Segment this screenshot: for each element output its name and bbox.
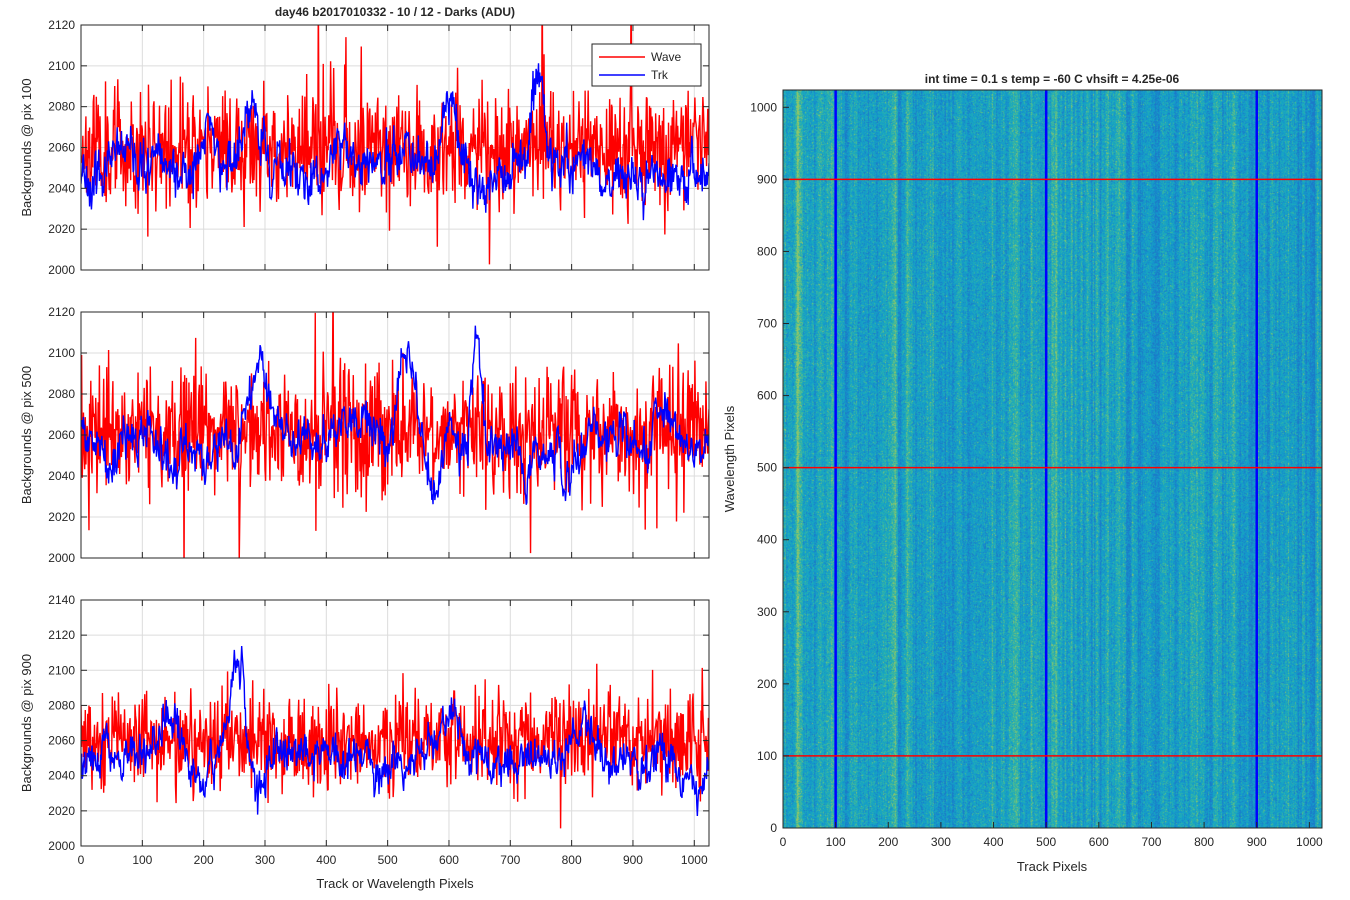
y-axis-label: Backgrounds @ pix 500 <box>19 366 34 504</box>
heatmap-markers <box>783 90 1322 828</box>
y-tick-label: 500 <box>757 461 777 475</box>
x-tick-label: 200 <box>194 853 214 867</box>
y-tick-label: 0 <box>770 821 777 835</box>
x-tick-label: 300 <box>255 853 275 867</box>
y-tick-label: 2020 <box>48 510 75 524</box>
x-tick-label: 600 <box>1089 835 1109 849</box>
legend-label-wave: Wave <box>651 50 682 64</box>
x-tick-label: 600 <box>439 853 459 867</box>
x-tick-label: 500 <box>1036 835 1056 849</box>
line-panel-pix-100: 2000 2020 2040 2060 2080 2100 2120 Backgrounds … <box>19 18 710 277</box>
y-tick-label: 100 <box>757 749 777 763</box>
y-tick-label: 300 <box>757 605 777 619</box>
y-tick-label: 2100 <box>48 346 75 360</box>
x-tick-label: 900 <box>623 853 643 867</box>
y-tick-label: 2100 <box>48 59 75 73</box>
x-tick-label: 700 <box>1141 835 1161 849</box>
axes-box <box>80 599 710 847</box>
legend: Wave Trk <box>591 43 702 87</box>
y-tick-label: 2080 <box>48 698 75 712</box>
x-tick-label: 0 <box>78 853 85 867</box>
x-tick-label: 200 <box>878 835 898 849</box>
y-tick-label: 2000 <box>48 263 75 277</box>
y-tick-label: 1000 <box>750 100 777 114</box>
x-tick-label: 300 <box>931 835 951 849</box>
line-panel-pix-500: 2000 2020 2040 2060 2080 2100 2120 Backgrounds … <box>19 305 710 565</box>
heatmap-image <box>783 90 1322 828</box>
heatmap-axes: 0 100 200 300 400 500 600 700 800 900 1000 0 100 200 3… <box>750 89 1323 849</box>
x-tick-label: 500 <box>378 853 398 867</box>
y-tick-label: 600 <box>757 389 777 403</box>
y-tick-label: 2040 <box>48 181 75 195</box>
y-tick-label: 2120 <box>48 628 75 642</box>
y-tick-label: 200 <box>757 677 777 691</box>
y-tick-label: 700 <box>757 317 777 331</box>
y-tick-label: 2120 <box>48 305 75 319</box>
x-tick-label: 400 <box>984 835 1004 849</box>
y-tick-label: 2080 <box>48 387 75 401</box>
y-tick-label: 2040 <box>48 469 75 483</box>
heatmap-y-label: Wavelength Pixels <box>722 405 737 512</box>
series-line-trk <box>81 325 709 505</box>
legend-box <box>591 43 702 87</box>
y-tick-label: 2120 <box>48 18 75 32</box>
y-tick-label: 2000 <box>48 551 75 565</box>
y-tick-label: 400 <box>757 533 777 547</box>
y-tick-label: 2060 <box>48 141 75 155</box>
series-line-trk <box>81 63 709 221</box>
heatmap-title: int time = 0.1 s temp = -60 C vhsift = 4… <box>925 72 1180 86</box>
x-axis-label: Track or Wavelength Pixels <box>316 876 474 891</box>
x-tick-label: 800 <box>562 853 582 867</box>
x-tick-label: 100 <box>132 853 152 867</box>
figure-title: day46 b2017010332 - 10 / 12 - Darks (ADU… <box>275 5 515 19</box>
x-tick-label: 0 <box>780 835 787 849</box>
y-tick-label: 2020 <box>48 804 75 818</box>
y-tick-label: 2060 <box>48 734 75 748</box>
x-tick-label: 400 <box>316 853 336 867</box>
x-tick-label: 900 <box>1247 835 1267 849</box>
x-tick-label: 800 <box>1194 835 1214 849</box>
heatmap-x-label: Track Pixels <box>1017 859 1088 874</box>
y-tick-label: 2140 <box>48 593 75 607</box>
y-tick-label: 2020 <box>48 222 75 236</box>
y-tick-label: 2060 <box>48 428 75 442</box>
x-tick-label: 1000 <box>1296 835 1323 849</box>
y-axis-label: Backgrounds @ pix 900 <box>19 654 34 792</box>
x-tick-label: 1000 <box>681 853 708 867</box>
legend-label-trk: Trk <box>651 68 669 82</box>
heatmap-panel: int time = 0.1 s temp = -60 C vhsift = 4… <box>722 72 1323 874</box>
series-line-trk <box>81 645 709 816</box>
y-tick-label: 2100 <box>48 663 75 677</box>
x-tick-label: 100 <box>826 835 846 849</box>
heatmap-axes-box <box>782 89 1323 829</box>
y-tick-label: 2040 <box>48 769 75 783</box>
y-tick-label: 2080 <box>48 100 75 114</box>
y-tick-label: 900 <box>757 172 777 186</box>
x-tick-label: 700 <box>500 853 520 867</box>
y-axis-label: Backgrounds @ pix 100 <box>19 78 34 216</box>
y-tick-label: 800 <box>757 244 777 258</box>
line-panel-pix-900: 0 100 200 300 400 500 600 700 800 900 1000 2000 2020… <box>19 593 710 891</box>
y-tick-label: 2000 <box>48 839 75 853</box>
